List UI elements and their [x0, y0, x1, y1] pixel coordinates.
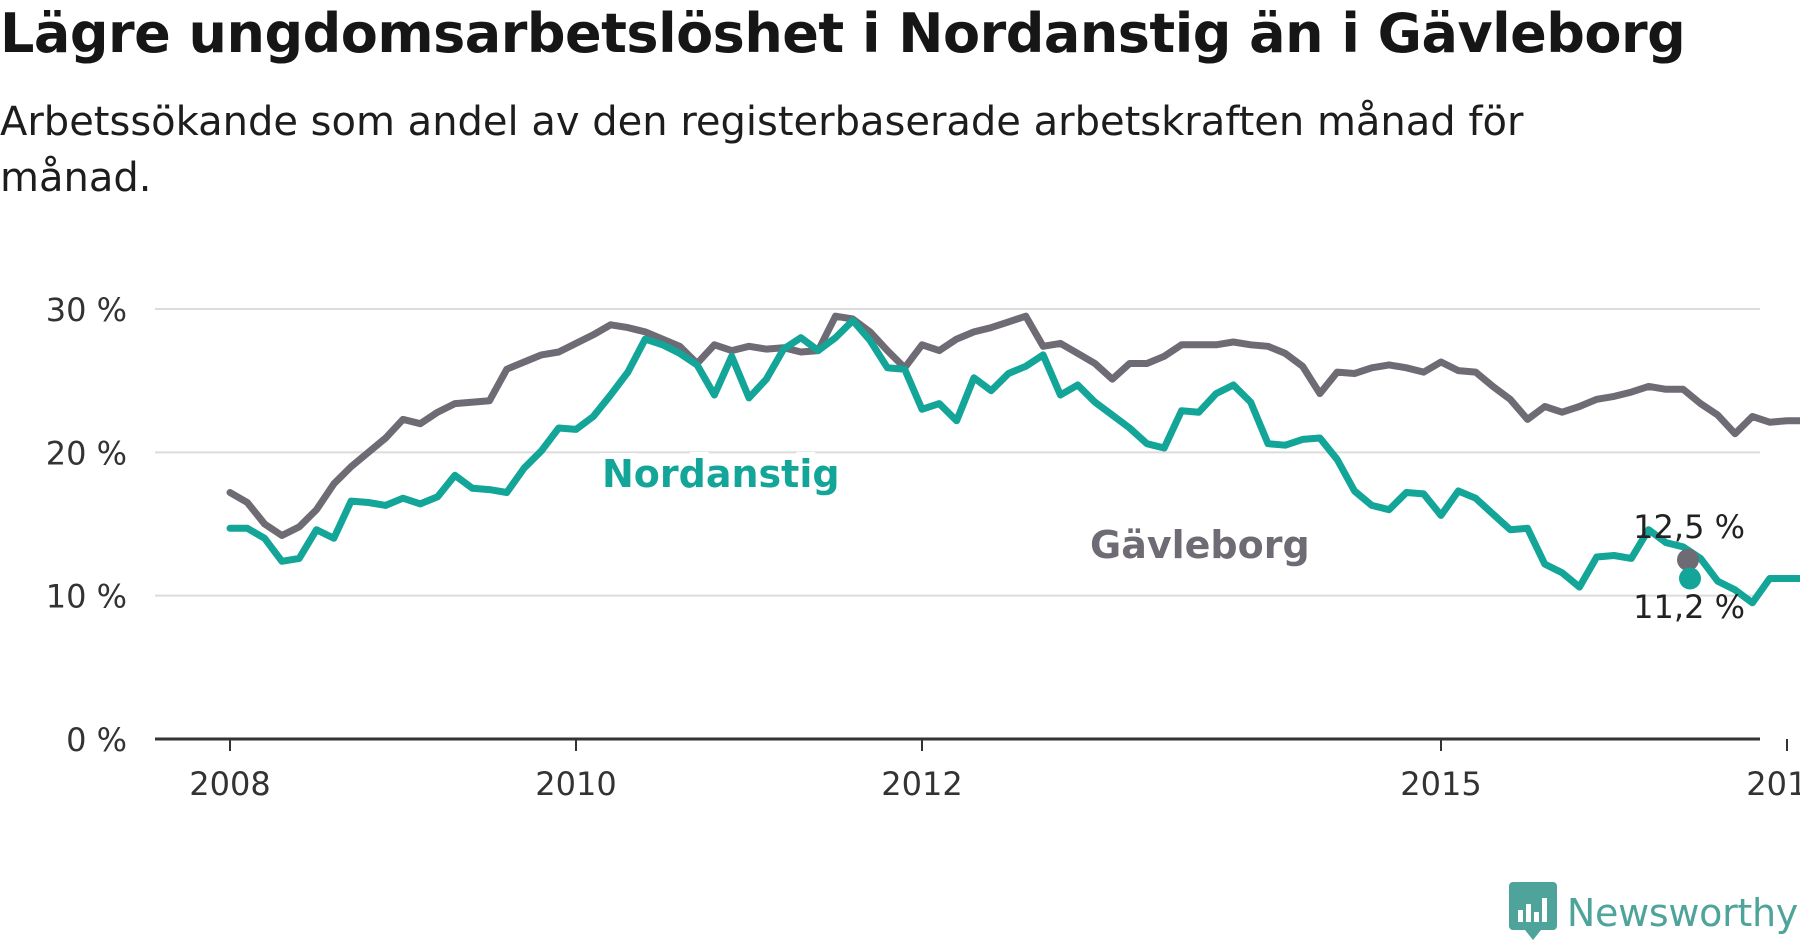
- bar-chart-speech-bubble-icon: [1508, 882, 1557, 944]
- y-tick-label: 0 %: [66, 721, 127, 759]
- x-tick-label: 2015: [1400, 765, 1481, 803]
- series-label-gavleborg: Gävleborg: [1090, 523, 1310, 567]
- end-dot-nordanstig: [1679, 567, 1701, 590]
- y-tick-label: 30 %: [46, 291, 127, 329]
- x-tick-label: 2010: [535, 765, 616, 803]
- gridlines: [155, 308, 1760, 597]
- series-line-nordanstig: [226, 317, 1800, 607]
- y-tick-label: 20 %: [46, 434, 127, 472]
- chart-title: Lägre ungdomsarbetslöshet i Nordanstig ä…: [0, 2, 1686, 65]
- brand-logo: Newsworthy: [1508, 882, 1798, 944]
- series-lines: [226, 312, 1800, 607]
- y-axis-ticks: 0 % 10 % 20 % 30 %: [46, 291, 127, 759]
- end-dot-gavleborg: [1677, 548, 1699, 571]
- x-tick-label: 2008: [189, 765, 270, 803]
- y-tick-label: 10 %: [46, 578, 127, 616]
- x-axis-ticks: 20082010201220152017202020222024: [189, 739, 1800, 803]
- series-line-gavleborg: [226, 312, 1800, 539]
- chart-subtitle: Arbetssökande som andel av den registerb…: [0, 99, 1524, 201]
- x-tick-label: 2017: [1746, 765, 1800, 803]
- end-label-nordanstig: 11,2 %: [1633, 588, 1745, 626]
- brand-name: Newsworthy: [1566, 891, 1798, 935]
- series-label-nordanstig: Nordanstig: [602, 452, 840, 496]
- end-label-gavleborg: 12,5 %: [1633, 508, 1745, 546]
- x-tick-label: 2012: [881, 765, 962, 803]
